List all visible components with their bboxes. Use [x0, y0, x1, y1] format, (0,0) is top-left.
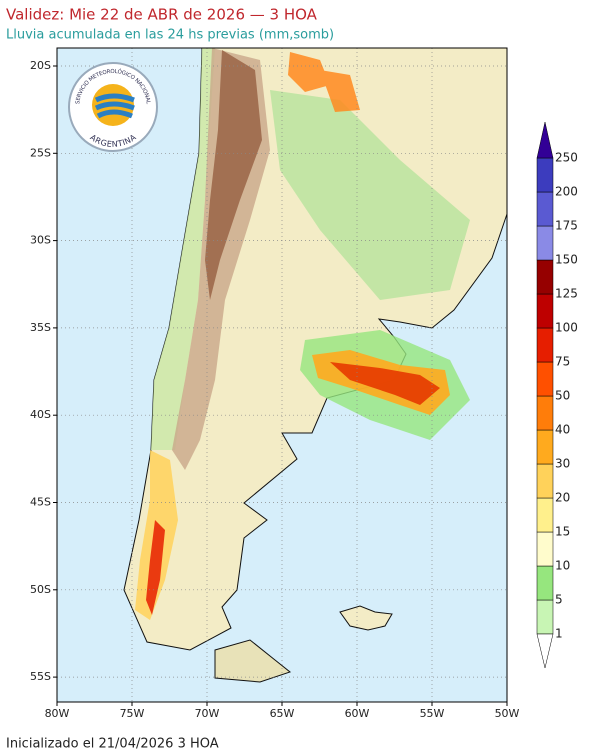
legend-label: 20 [555, 491, 570, 505]
north-green [270, 90, 470, 300]
legend-swatch [536, 599, 554, 635]
rain-north [288, 52, 360, 112]
footer: Inicializado el 21/04/2026 3 HOA [6, 737, 219, 751]
legend-label: 30 [555, 457, 570, 471]
lon-label: 75W [120, 707, 145, 720]
legend-label: 250 [555, 151, 578, 165]
logo: SERVICIO METEOROLÓGICO NACIONAL ARGENTIN… [68, 62, 158, 152]
legend-label: 5 [555, 593, 563, 607]
grid [57, 48, 507, 702]
lat-label: 40S [30, 408, 51, 421]
lat-label: 35S [30, 321, 51, 334]
lon-label: 80W [45, 707, 70, 720]
falklands [339, 605, 393, 631]
legend-swatch [536, 463, 554, 499]
logo-waves [94, 93, 135, 119]
legend-label: 150 [555, 253, 578, 267]
andes-dark [205, 50, 262, 300]
lat-label: 20S [30, 59, 51, 72]
legend-swatch [536, 531, 554, 567]
legend-swatch [536, 327, 554, 363]
legend-label: 40 [555, 423, 570, 437]
tierra-del-fuego [214, 639, 292, 683]
legend-label: 75 [555, 355, 570, 369]
legend-swatch [536, 157, 554, 193]
title: Validez: Mie 22 de ABR de 2026 — 3 HOA [6, 6, 318, 24]
legend-label: 1 [555, 627, 563, 641]
legend-label: 175 [555, 219, 578, 233]
chile-green [151, 48, 215, 450]
lon-label: 50W [495, 707, 520, 720]
subtitle: Lluvia acumulada en las 24 hs previas (m… [6, 28, 334, 43]
lon-label: 65W [270, 707, 295, 720]
legend-swatch [536, 225, 554, 261]
legend-swatch [536, 497, 554, 533]
legend-top-arrow [536, 121, 554, 159]
lat-label: 45S [30, 496, 51, 509]
legend-swatch [536, 293, 554, 329]
legend-label: 50 [555, 389, 570, 403]
legend-swatch [536, 429, 554, 465]
rain-patagonia-core [146, 520, 165, 615]
lat-label: 30S [30, 234, 51, 247]
lat-label: 55S [30, 670, 51, 683]
legend-label: 125 [555, 287, 578, 301]
legend-label: 15 [555, 525, 570, 539]
legend-bottom-arrow [536, 633, 554, 669]
legend-swatch [536, 259, 554, 295]
lon-label: 60W [345, 707, 370, 720]
rain-buenos-aires-core [330, 362, 440, 405]
lon-label: 70W [195, 707, 220, 720]
map [57, 48, 507, 702]
legend-label: 100 [555, 321, 578, 335]
legend-swatch [536, 395, 554, 431]
lon-label: 55W [420, 707, 445, 720]
legend-swatch [536, 361, 554, 397]
lat-label: 50S [30, 583, 51, 596]
legend-label: 10 [555, 559, 570, 573]
lat-label: 25S [30, 146, 51, 159]
legend-swatch [536, 191, 554, 227]
legend-swatch [536, 565, 554, 601]
legend-label: 200 [555, 185, 578, 199]
